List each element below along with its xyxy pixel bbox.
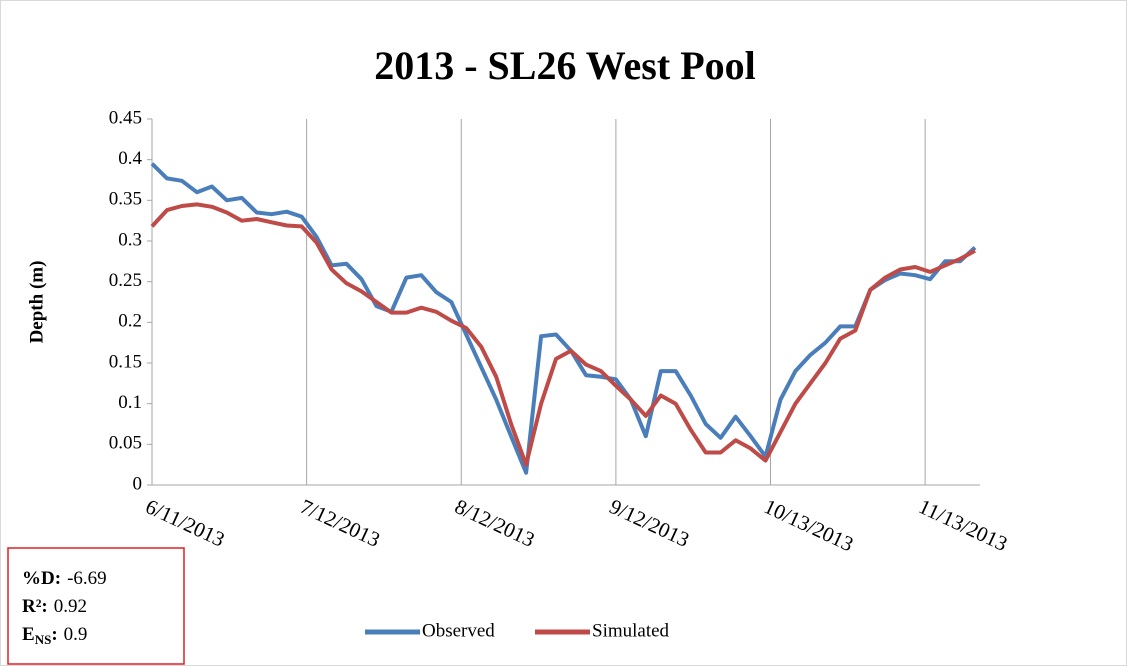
stat-value: 0.9 (64, 624, 88, 645)
series-line (150, 162, 977, 475)
stat-line: R²: 0.92 (22, 596, 87, 617)
stat-name: %D: (22, 568, 61, 589)
y-tick-label: 0.1 (118, 392, 142, 413)
y-tick-label: 0.25 (109, 270, 142, 291)
y-tick-label: 0.4 (118, 148, 142, 169)
stat-name: E (22, 624, 35, 645)
stat-value: 0.92 (54, 596, 87, 617)
stat-value: -6.69 (67, 568, 107, 589)
stat-name: R²: (22, 596, 48, 617)
y-tick-label: 0.3 (118, 229, 142, 250)
y-tick-label: 0 (133, 473, 143, 494)
stat-line: %D: -6.69 (22, 568, 107, 589)
y-tick-label: 0.2 (118, 311, 142, 332)
stat-subscript: NS (35, 632, 52, 647)
legend-label: Simulated (592, 620, 670, 641)
y-tick-label: 0.05 (109, 433, 142, 454)
stats-box (7, 547, 185, 665)
series-line (150, 202, 976, 467)
y-tick-label: 0.35 (109, 189, 142, 210)
stat-line: ENS: 0.9 (22, 624, 87, 647)
stat-separator: : (51, 624, 57, 645)
y-tick-label: 0.45 (109, 107, 142, 128)
y-axis-label: Depth (m) (26, 261, 47, 344)
chart-title: 2013 - SL26 West Pool (374, 43, 756, 88)
legend-label: Observed (422, 620, 495, 641)
y-tick-label: 0.15 (109, 351, 142, 372)
